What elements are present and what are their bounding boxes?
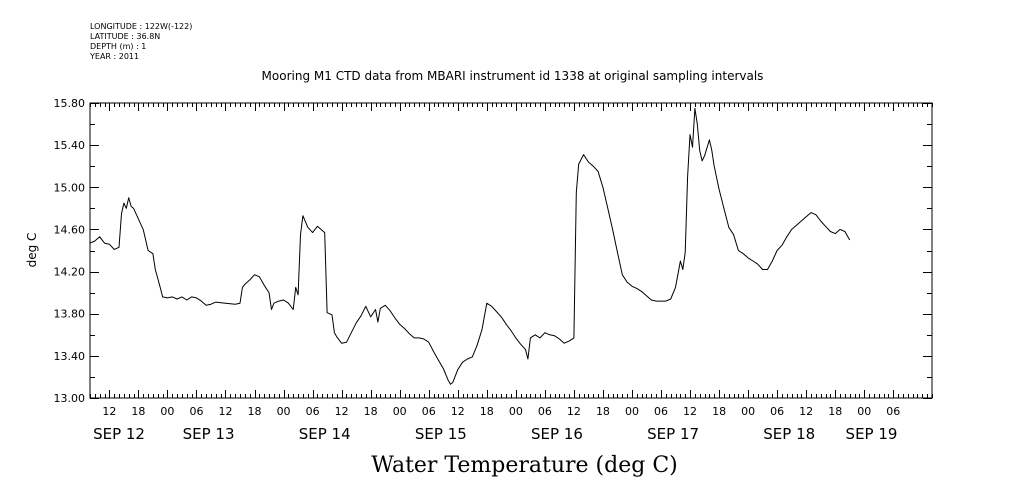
y-axis-label: deg C: [25, 233, 39, 268]
x-hour-tick-label: 06: [189, 405, 203, 418]
chart-marks: [89, 107, 851, 385]
latitude-text: LATITUDE : 36.8N: [90, 32, 161, 41]
x-date-label: SEP 16: [531, 425, 583, 443]
x-major-ticks: [109, 103, 894, 398]
x-hour-tick-label: 12: [218, 405, 232, 418]
y-ticks: [90, 103, 932, 399]
y-tick-label: 14.60: [54, 223, 86, 236]
x-hour-tick-label: 06: [886, 405, 900, 418]
plot-frame: [89, 102, 933, 399]
x-hour-tick-label: 00: [160, 405, 174, 418]
x-hour-tick-label: 00: [277, 405, 291, 418]
x-hour-tick-label: 18: [828, 405, 842, 418]
x-hour-tick-label: 00: [393, 405, 407, 418]
chart-axes: 12 18 00 06 12 18 00 06 12 18 00 06 12 18 00 06 12 18 00 06…: [54, 97, 933, 443]
chart-title: Mooring M1 CTD data from MBARI instrumen…: [261, 69, 764, 83]
y-tick-label: 13.00: [54, 392, 86, 405]
x-date-label: SEP 12: [93, 425, 145, 443]
y-tick-label: 15.40: [54, 139, 86, 152]
x-hour-tick-label: 12: [799, 405, 813, 418]
y-tick-label: 14.20: [54, 266, 86, 279]
x-hour-tick-label: 06: [654, 405, 668, 418]
x-date-label: SEP 14: [299, 425, 351, 443]
x-hour-tick-label: 18: [131, 405, 145, 418]
depth-text: DEPTH (m) : 1: [90, 42, 147, 51]
x-hour-tick-label: 12: [567, 405, 581, 418]
x-hour-tick-label: 18: [248, 405, 262, 418]
x-hour-tick-label: 00: [857, 405, 871, 418]
x-date-label: SEP 19: [846, 425, 898, 443]
x-hour-tick-label: 12: [451, 405, 465, 418]
y-tick-label: 15.80: [54, 97, 86, 110]
y-tick-label: 13.80: [54, 308, 86, 321]
y-tick-label: 15.00: [54, 181, 86, 194]
x-hour-tick-label: 12: [335, 405, 349, 418]
x-hour-tick-label: 00: [625, 405, 639, 418]
longitude-text: LONGITUDE : 122W(-122): [90, 22, 193, 31]
x-date-label: SEP 13: [183, 425, 235, 443]
variable-title: Water Temperature (deg C): [371, 453, 678, 478]
x-hour-tick-label: 12: [683, 405, 697, 418]
x-hour-tick-label: 00: [509, 405, 523, 418]
x-hour-tick-label: 18: [596, 405, 610, 418]
x-hour-tick-label: 06: [770, 405, 784, 418]
x-date-label: SEP 17: [647, 425, 699, 443]
x-minor-ticks: [90, 103, 933, 398]
x-hour-tick-label: 00: [741, 405, 755, 418]
x-hour-tick-label: 06: [306, 405, 320, 418]
year-text: YEAR : 2011: [90, 52, 140, 61]
x-hour-tick-label: 18: [712, 405, 726, 418]
x-hour-tick-label: 12: [102, 405, 116, 418]
y-tick-label: 13.40: [54, 350, 86, 363]
x-hour-tick-label: 18: [480, 405, 494, 418]
x-hour-tick-label: 06: [422, 405, 436, 418]
x-hour-tick-label: 06: [538, 405, 552, 418]
x-hour-tick-label: 18: [364, 405, 378, 418]
x-date-label: SEP 15: [415, 425, 467, 443]
x-date-label: SEP 18: [763, 425, 815, 443]
water-temperature-line: [89, 107, 851, 385]
